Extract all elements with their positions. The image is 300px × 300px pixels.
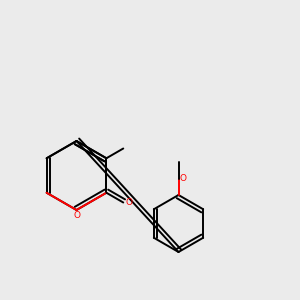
Text: O: O [126,198,133,207]
Text: O: O [73,212,80,220]
Text: O: O [180,174,187,183]
